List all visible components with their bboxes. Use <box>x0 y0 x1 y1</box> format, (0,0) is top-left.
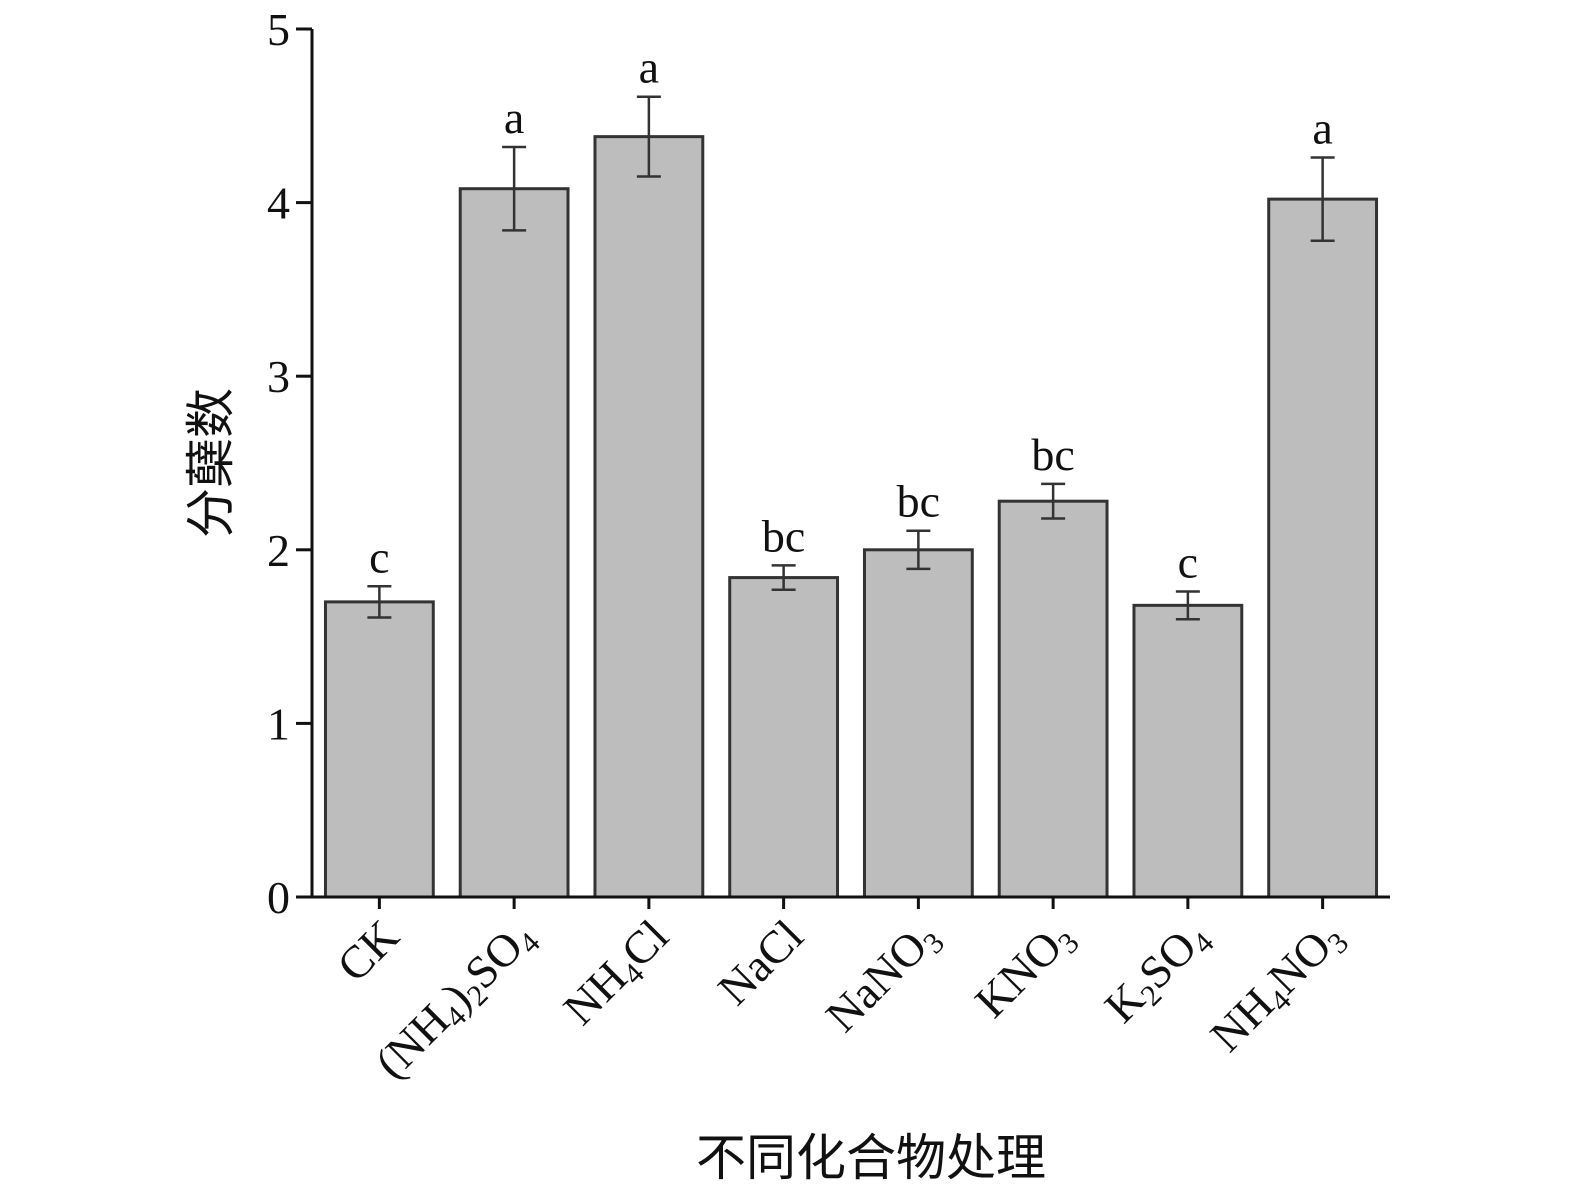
y-ticks-layer: 0 1 2 3 4 5 <box>267 4 312 923</box>
y-tick-label: 2 <box>267 525 290 576</box>
x-tick-label: NH4Cl <box>554 910 682 1038</box>
error-bar <box>502 145 527 232</box>
significance-label: a <box>504 92 524 143</box>
x-tick-label: NaNO3 <box>816 910 951 1045</box>
bar <box>1132 603 1244 899</box>
significance-label: c <box>369 531 389 582</box>
error-bars-layer <box>367 95 1335 621</box>
x-axis-title: 不同化合物处理 <box>696 1129 1046 1187</box>
y-tick-label: 3 <box>267 351 290 402</box>
bar <box>458 187 570 899</box>
x-tick-label: K2SO4 <box>1095 910 1221 1036</box>
bar <box>997 499 1109 899</box>
y-tick-label: 4 <box>267 178 290 229</box>
significance-labels-layer: c a a bc bc bc c a <box>369 42 1333 588</box>
bars-layer <box>323 135 1379 899</box>
error-bar <box>367 585 392 619</box>
x-ticks-layer <box>377 897 1325 909</box>
error-bar <box>906 529 931 571</box>
bar <box>323 600 435 899</box>
error-bar <box>1175 590 1200 621</box>
error-bar <box>1310 156 1335 243</box>
significance-label: c <box>1178 536 1198 587</box>
x-tick-label: KNO3 <box>965 910 1086 1031</box>
axes-layer <box>310 29 1390 899</box>
significance-label: a <box>1312 102 1332 153</box>
significance-label: bc <box>762 510 805 561</box>
y-axis-title: 分蘖数 <box>182 388 240 538</box>
bar <box>1267 197 1379 899</box>
significance-label: a <box>639 42 659 93</box>
error-bar <box>771 564 796 591</box>
y-tick-label: 1 <box>267 698 290 749</box>
y-tick-label: 5 <box>267 4 290 55</box>
bar <box>593 135 705 899</box>
y-tick-label: 0 <box>267 872 290 923</box>
significance-label: bc <box>1031 429 1074 480</box>
x-tick-label: NaCl <box>708 910 813 1015</box>
x-tick-label: CK <box>327 910 408 991</box>
bar <box>862 548 974 899</box>
significance-label: bc <box>897 476 940 527</box>
error-bar <box>1041 482 1066 520</box>
x-tick-label: NH4NO3 <box>1200 910 1355 1065</box>
bar <box>728 576 840 899</box>
error-bar <box>636 95 661 178</box>
